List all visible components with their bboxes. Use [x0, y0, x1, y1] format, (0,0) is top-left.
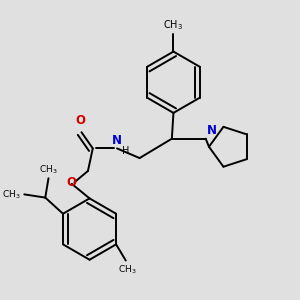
- Text: CH$_3$: CH$_3$: [39, 163, 58, 176]
- Text: O: O: [75, 114, 85, 128]
- Text: CH$_3$: CH$_3$: [2, 188, 21, 201]
- Text: CH$_3$: CH$_3$: [118, 264, 137, 276]
- Text: O: O: [67, 176, 77, 189]
- Text: H: H: [122, 146, 130, 156]
- Text: CH$_3$: CH$_3$: [164, 18, 184, 32]
- Text: N: N: [112, 134, 122, 147]
- Text: N: N: [207, 124, 217, 137]
